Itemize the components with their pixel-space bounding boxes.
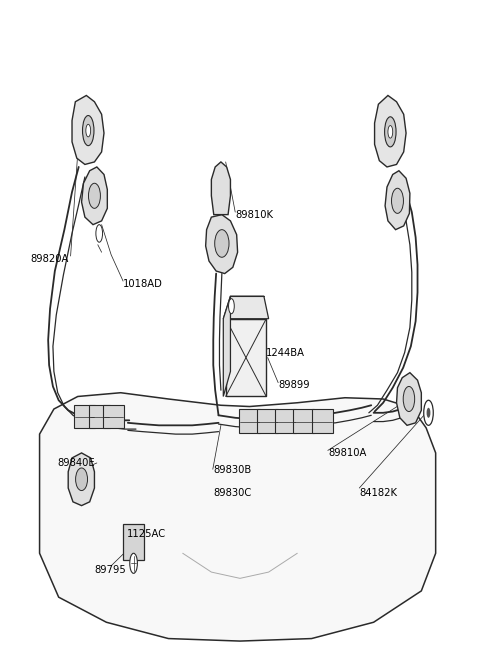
Polygon shape (385, 171, 410, 230)
Polygon shape (374, 96, 406, 167)
Text: 89830B: 89830B (214, 466, 252, 476)
FancyBboxPatch shape (293, 409, 314, 433)
Text: 89899: 89899 (278, 380, 310, 390)
FancyBboxPatch shape (257, 409, 278, 433)
Circle shape (228, 299, 234, 314)
Polygon shape (211, 162, 230, 215)
Ellipse shape (215, 230, 229, 257)
Bar (226, 319, 266, 396)
Polygon shape (205, 215, 238, 274)
Text: 89810K: 89810K (235, 210, 273, 219)
Text: 1244BA: 1244BA (266, 348, 305, 358)
Text: 89820A: 89820A (30, 253, 68, 263)
FancyBboxPatch shape (74, 405, 96, 428)
Polygon shape (68, 453, 95, 506)
FancyBboxPatch shape (103, 405, 124, 428)
Circle shape (130, 553, 137, 573)
Text: 89795: 89795 (95, 565, 126, 574)
Text: 89840E: 89840E (58, 458, 96, 468)
Ellipse shape (88, 183, 100, 208)
Circle shape (384, 117, 396, 147)
Text: 1125AC: 1125AC (126, 529, 166, 540)
Circle shape (427, 408, 431, 418)
FancyBboxPatch shape (312, 409, 333, 433)
Circle shape (86, 124, 91, 137)
Text: 89830C: 89830C (214, 488, 252, 498)
Ellipse shape (392, 188, 404, 214)
FancyBboxPatch shape (89, 405, 110, 428)
Circle shape (424, 400, 433, 425)
Polygon shape (396, 373, 421, 425)
FancyBboxPatch shape (239, 409, 260, 433)
Text: 84182K: 84182K (360, 488, 397, 498)
Circle shape (83, 115, 94, 145)
Text: 89810A: 89810A (328, 448, 367, 458)
FancyBboxPatch shape (123, 525, 144, 559)
Ellipse shape (403, 386, 415, 411)
FancyBboxPatch shape (276, 409, 296, 433)
Polygon shape (39, 393, 436, 641)
Polygon shape (82, 167, 108, 225)
Circle shape (388, 126, 393, 138)
Polygon shape (223, 296, 269, 319)
Ellipse shape (75, 468, 87, 491)
Polygon shape (72, 96, 104, 164)
Text: 1018AD: 1018AD (123, 278, 163, 289)
Polygon shape (223, 296, 230, 396)
